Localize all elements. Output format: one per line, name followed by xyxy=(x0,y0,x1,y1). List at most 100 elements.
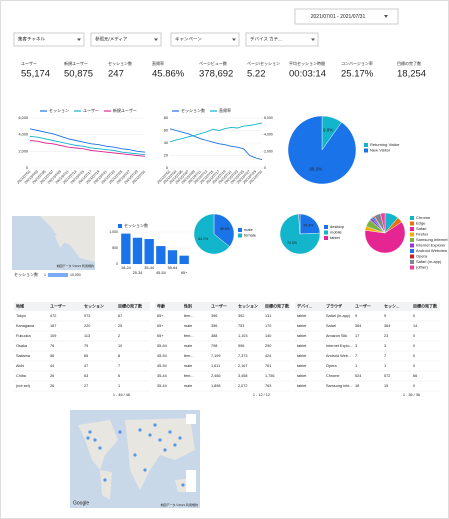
table-cell: 290 xyxy=(265,344,271,348)
table-cell: 0 xyxy=(413,334,415,338)
table-cell: 388 xyxy=(211,334,217,338)
filter-dropdown[interactable] xyxy=(90,32,162,47)
kpi-value: 55,174 xyxy=(21,69,50,80)
table-cell: 170 xyxy=(265,324,271,328)
x-tick-label: 65+ xyxy=(181,271,188,275)
legend-label: female xyxy=(244,233,257,238)
zoom-buttons[interactable] xyxy=(186,470,196,492)
map-dot xyxy=(163,448,167,452)
table-cell: 45-54 xyxy=(157,354,167,358)
table-cell: 7 xyxy=(384,354,386,358)
world-map-1 xyxy=(12,216,95,270)
legend-label: 直帰率 xyxy=(219,107,231,113)
table-cell: 572 xyxy=(384,374,390,378)
table-header: セッション xyxy=(84,303,104,309)
map-dot xyxy=(178,436,182,440)
legend-label: Returning Visitor xyxy=(370,142,400,147)
map-dot xyxy=(98,446,102,450)
table-cell: Internet Explo... xyxy=(326,344,353,348)
table-cell: (not set) xyxy=(16,384,31,388)
table-cell: 0 xyxy=(413,314,415,318)
filter-dropdown[interactable] xyxy=(13,32,85,47)
table-header: 性別 xyxy=(184,303,192,309)
y-tick-label: 1,000 xyxy=(109,230,118,234)
table-cell: Amazon Silk xyxy=(326,334,347,338)
pie-value-label: 24.3% xyxy=(303,223,313,227)
table-cell: 2,456 xyxy=(211,374,221,378)
kpi-label: 平均セッション時間 xyxy=(289,60,325,66)
legend-label: Safari (in-app) xyxy=(416,259,442,264)
table-cell: 753 xyxy=(238,324,244,328)
table-cell: 2,167 xyxy=(238,364,248,368)
table-header: セッシ... xyxy=(384,303,399,309)
legend-swatch xyxy=(364,148,368,153)
kpi-value: 5.22 xyxy=(247,69,266,80)
table-cell: 1 xyxy=(384,364,386,368)
table-cell: 187 xyxy=(50,324,56,328)
table-cell: 7 xyxy=(355,354,357,358)
table-cell: 65+ xyxy=(157,334,164,338)
table-cell: 798 xyxy=(211,344,217,348)
table-cell: Safari (in-app) xyxy=(326,314,351,318)
y-tick-label: 40 xyxy=(164,141,168,145)
filter-label[interactable]: キャンペーン xyxy=(175,37,202,42)
y-tick-label: 0 xyxy=(166,166,168,170)
map-dot xyxy=(148,433,152,437)
filter-label[interactable]: 参照元/メディア xyxy=(95,36,128,43)
y-tick-label: 500 xyxy=(112,246,118,250)
legend-swatch xyxy=(410,254,414,259)
table-cell: 109 xyxy=(50,334,56,338)
map-dot xyxy=(168,430,172,434)
bar xyxy=(179,255,189,264)
legend-label: セッション数 xyxy=(124,222,148,228)
y-tick-label: 4,000 xyxy=(18,133,28,137)
map-dot xyxy=(103,478,107,482)
filter-dropdown[interactable] xyxy=(245,32,319,47)
table-cell: 10 xyxy=(118,344,122,348)
filter-label[interactable]: デバイス カテ... xyxy=(250,36,282,43)
table-cell: tablet xyxy=(297,384,307,388)
legend-label: Firefox xyxy=(416,232,428,237)
table-cell: 131 xyxy=(265,314,271,318)
y2-tick-label: 0 xyxy=(264,166,266,170)
map-land xyxy=(55,232,66,248)
legend-label: セッション数 xyxy=(181,107,205,113)
legend-swatch xyxy=(410,260,414,264)
map-dot xyxy=(143,468,147,472)
table-cell: 2,072 xyxy=(238,384,248,388)
dropdown-arrow xyxy=(384,15,388,18)
legend-swatch xyxy=(410,243,414,248)
table-cell: 25 xyxy=(118,324,122,328)
pie-slice xyxy=(364,221,406,254)
table-header-bg xyxy=(155,302,290,311)
table-cell: 7 xyxy=(118,364,120,368)
table-cell: 396 xyxy=(211,314,217,318)
table-cell: 76 xyxy=(50,344,54,348)
table-header: 目標の完了数 xyxy=(413,303,437,309)
table-cell: 0 xyxy=(413,384,415,388)
table-header: ユーザー xyxy=(355,303,371,309)
x-tick-label: 25-34 xyxy=(133,271,143,275)
kpi-value: 378,692 xyxy=(199,69,233,80)
kpi-label: ページ/セッション xyxy=(247,60,280,66)
date-range[interactable]: 2021/07/01 - 2021/07/31 xyxy=(311,14,366,20)
filter-dropdown[interactable] xyxy=(170,32,240,47)
date-picker[interactable]: 2021/07/01 - 2021/07/31 xyxy=(294,8,399,25)
table-cell: 1 xyxy=(355,364,357,368)
table-cell: 1,103 xyxy=(238,334,248,338)
filter-label[interactable]: 集客チャネル xyxy=(18,36,45,43)
kpi-value: 00:03:14 xyxy=(289,69,326,80)
table-cell: 1 xyxy=(118,384,120,388)
table-cell: tablet xyxy=(297,364,307,368)
bar xyxy=(167,250,178,264)
fullscreen-button[interactable] xyxy=(186,414,196,424)
date-box[interactable] xyxy=(294,8,399,25)
legend-swatch xyxy=(410,249,414,253)
map-dot xyxy=(93,438,97,442)
table-cell: 763 xyxy=(265,384,271,388)
table-cell: tablet xyxy=(297,374,307,378)
y-tick-label: 20 xyxy=(164,154,168,158)
kpi-label: 目標の完了数 xyxy=(397,60,421,66)
map-dot xyxy=(88,430,92,434)
y-tick-label: 6,000 xyxy=(18,116,28,120)
